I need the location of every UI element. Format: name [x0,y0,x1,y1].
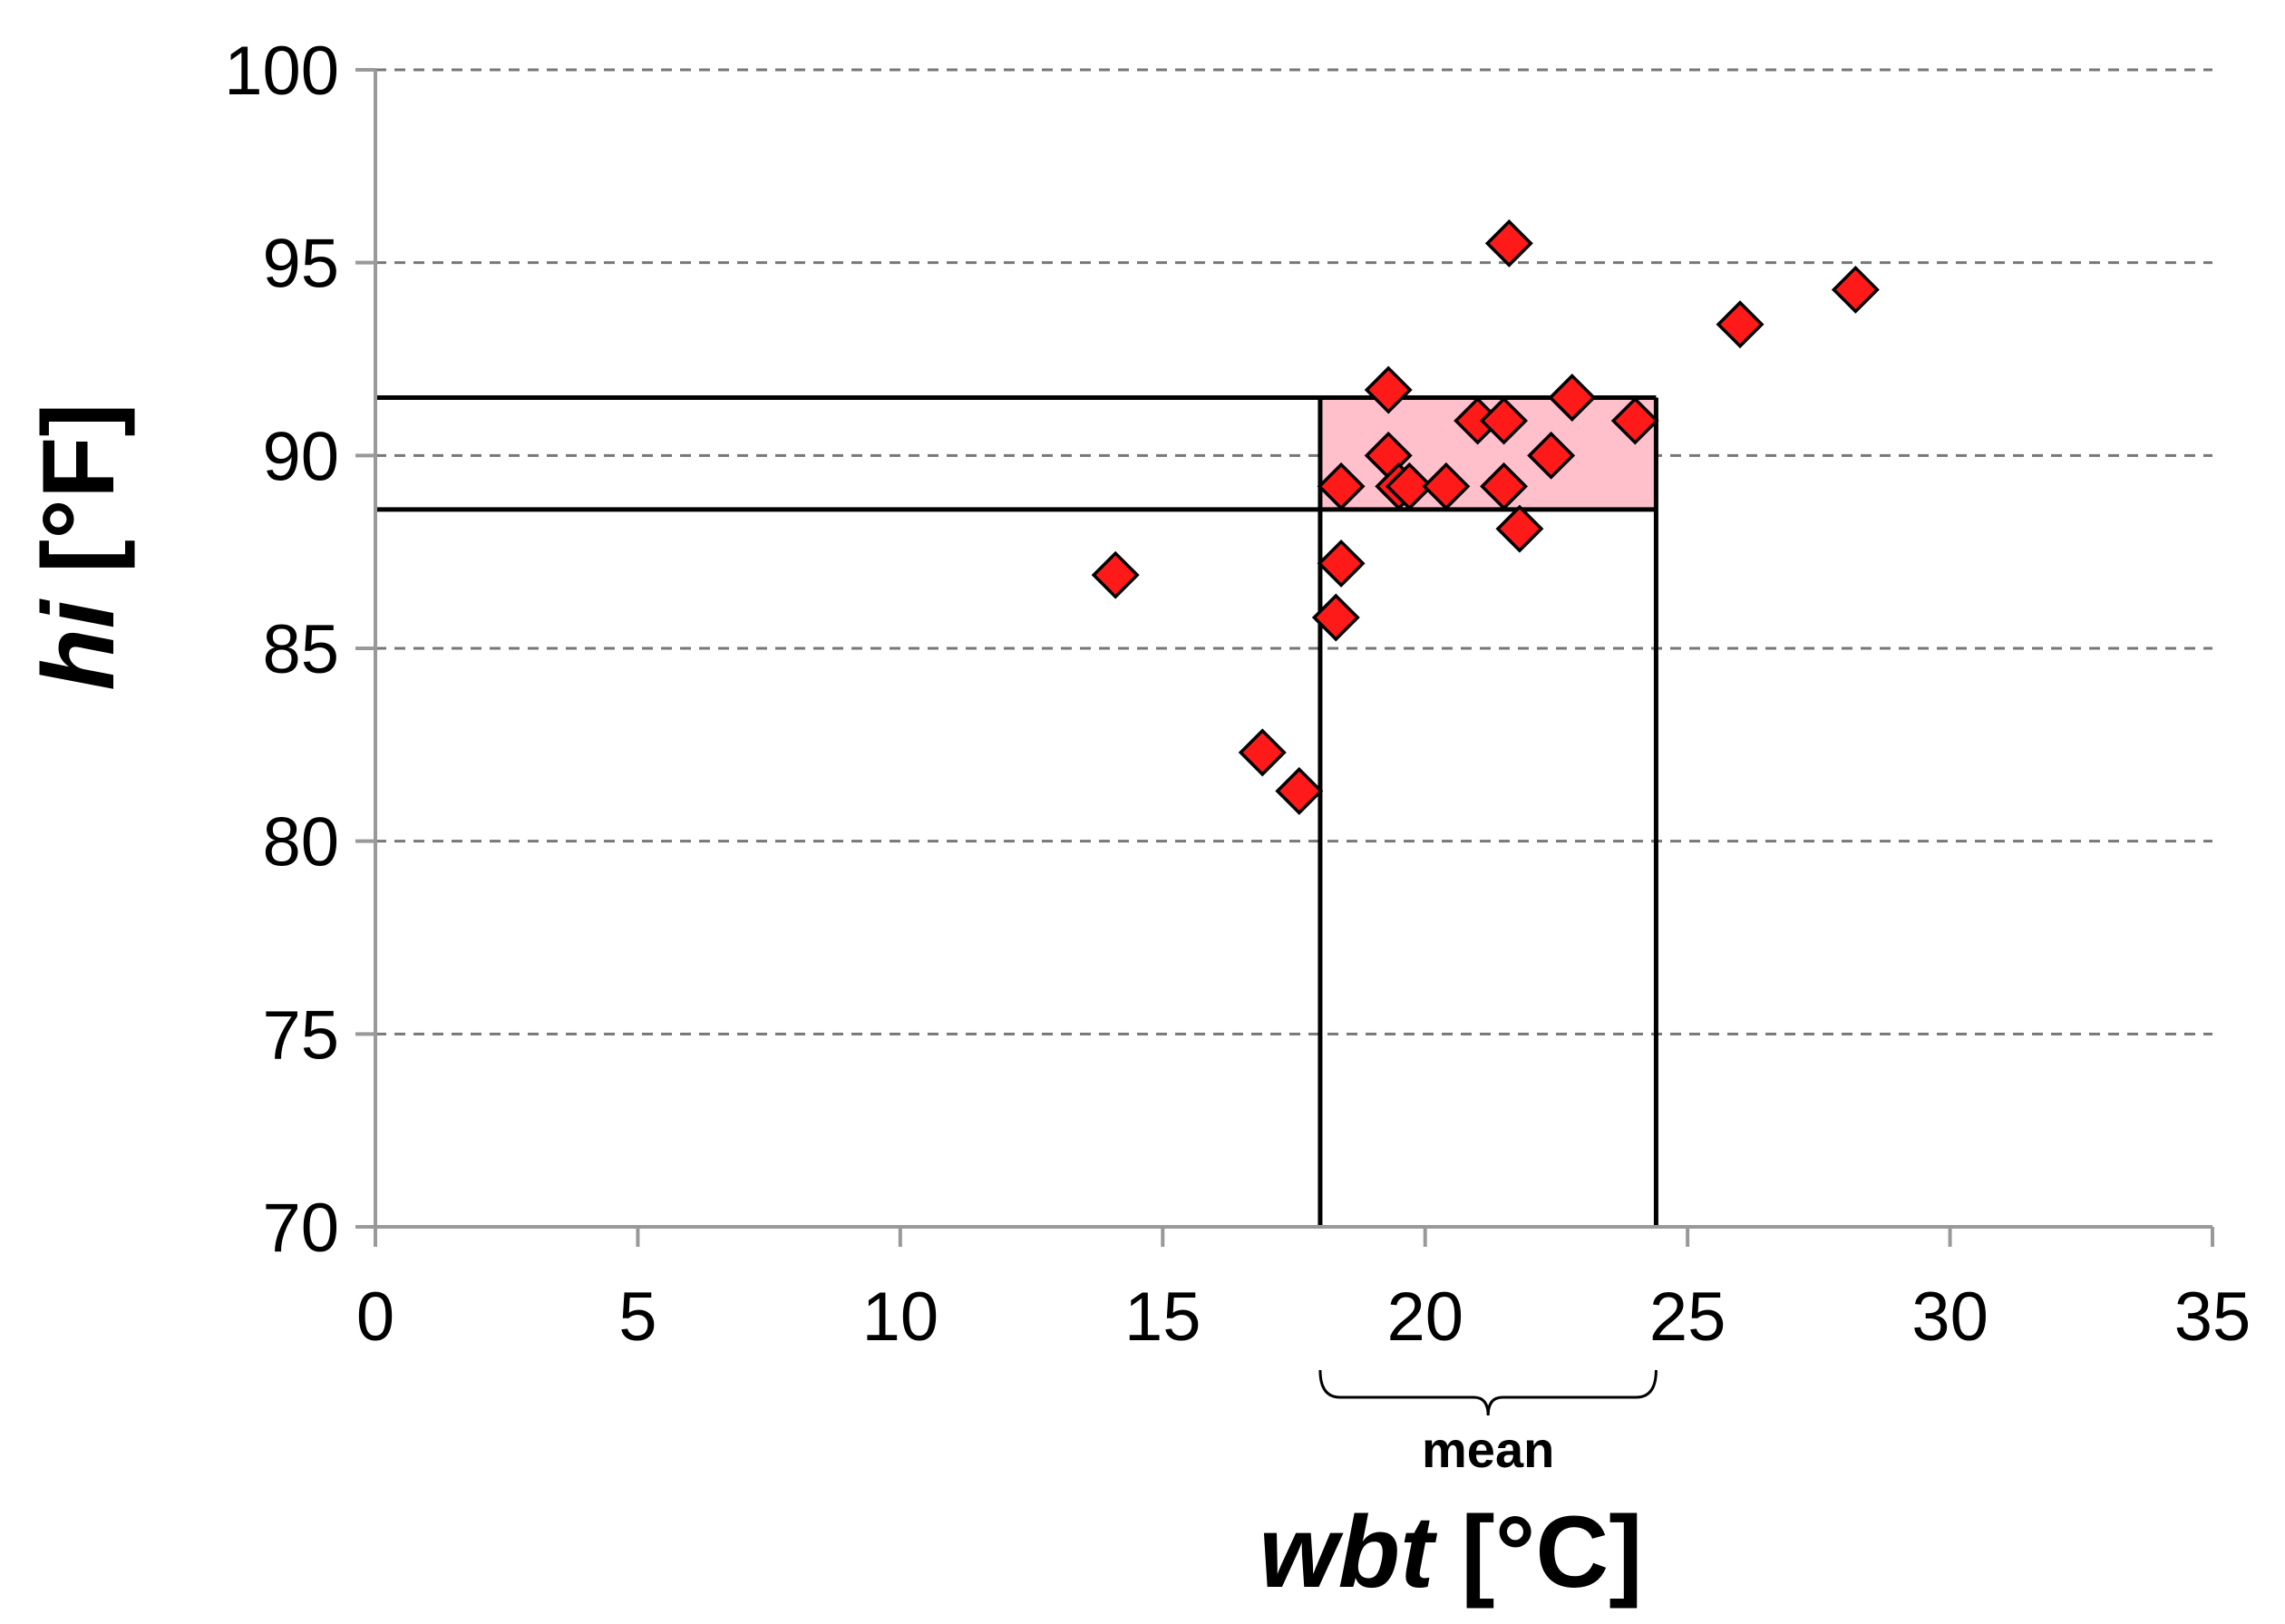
x-axis-variable: wbt [1259,1495,1438,1609]
range-box-layer [375,395,1658,1227]
data-point-6 [1364,365,1413,414]
y-axis-variable: hi [22,598,135,690]
y-tick-label-95: 95 [262,226,339,303]
data-points [1091,219,1880,815]
data-point-5 [1317,462,1366,511]
data-point-14 [1484,219,1533,267]
data-point-15 [1495,504,1544,553]
bracket-shape [1318,1369,1658,1416]
data-point-0 [1091,550,1140,599]
data-point-17 [1548,374,1597,423]
data-point-10 [1422,462,1471,511]
y-tick-label-80: 80 [262,804,339,881]
x-axis-unit: [°C] [1461,1495,1642,1609]
x-tick-label-0: 0 [356,1279,394,1356]
data-point-16 [1527,431,1576,480]
y-tick-label-90: 90 [262,418,339,495]
x-tick-label-5: 5 [618,1279,656,1356]
tick-labels: 70 75 80 85 90 95 100 0 5 10 15 20 25 30 35 [224,33,2251,1356]
x-tick-label-15: 15 [1124,1279,1201,1356]
x-tick-label-10: 10 [862,1279,939,1356]
data-point-2 [1275,766,1324,815]
x-axis-title: wbt [°C] [1259,1495,1642,1609]
y-axis-title: hi [°F] [22,403,135,690]
data-point-13 [1480,462,1529,511]
x-tick-label-25: 25 [1649,1279,1726,1356]
data-point-4 [1317,539,1366,588]
mean-bracket: mean [1318,1369,1658,1478]
data-point-20 [1831,265,1880,314]
axis-titles: wbt [°C] hi [°F] [22,403,1643,1609]
x-tick-label-20: 20 [1386,1279,1463,1356]
data-point-19 [1716,300,1765,349]
y-tick-label-75: 75 [262,997,339,1074]
data-point-12 [1480,396,1529,445]
x-tick-label-30: 30 [1911,1279,1988,1356]
data-point-1 [1238,728,1287,777]
axes [355,68,2214,1247]
y-tick-label-70: 70 [262,1190,339,1267]
grid-lines [375,68,2212,1036]
data-point-3 [1311,593,1360,642]
y-axis-unit: [°F] [22,403,135,573]
y-tick-label-85: 85 [262,611,339,688]
y-tick-label-100: 100 [224,33,339,110]
data-point-9 [1385,462,1434,511]
x-tick-label-35: 35 [2174,1279,2251,1356]
data-point-18 [1610,396,1659,445]
bracket-label: mean [1422,1421,1554,1478]
